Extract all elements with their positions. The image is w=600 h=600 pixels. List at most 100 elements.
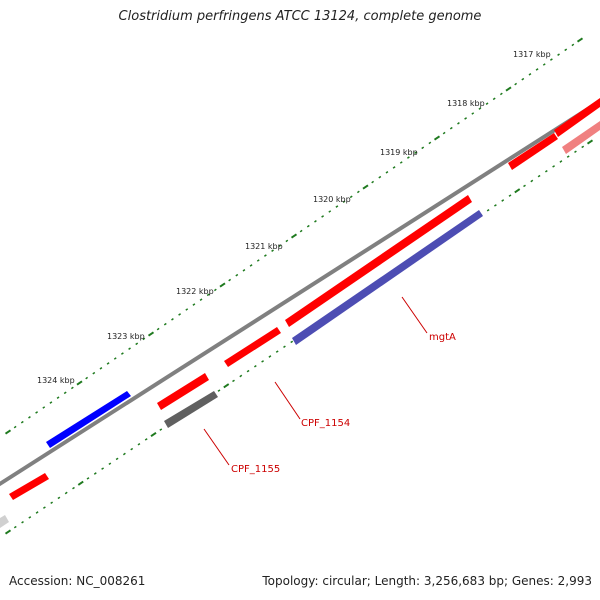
ruler-minor-tick xyxy=(63,391,67,395)
cpf-1154-leader-line xyxy=(274,381,301,420)
ruler-minor-tick xyxy=(574,150,577,154)
ruler-minor-tick xyxy=(290,340,294,344)
gene-feature[interactable] xyxy=(224,327,281,367)
ruler-minor-tick xyxy=(342,200,346,204)
genome-stats-text: Topology: circular; Length: 3,256,683 bp… xyxy=(262,574,592,588)
ruler-minor-tick xyxy=(85,376,89,380)
gene-label-cpf-1155[interactable]: CPF_1155 xyxy=(231,464,280,475)
forward-genes xyxy=(9,391,131,500)
ruler-minor-tick xyxy=(523,184,526,188)
ruler-minor-tick xyxy=(283,345,286,349)
ruler-minor-tick xyxy=(113,357,117,360)
gene-feature[interactable] xyxy=(285,195,472,327)
ruler-minor-tick xyxy=(137,442,141,446)
ruler-minor-tick xyxy=(256,259,260,262)
ruler-minor-tick xyxy=(530,179,534,183)
ruler-minor-tick xyxy=(299,229,303,233)
ruler-major-tick xyxy=(4,429,12,435)
ruler-minor-tick xyxy=(559,160,563,163)
ruler-minor-tick xyxy=(242,268,246,272)
ruler-minor-tick xyxy=(349,195,353,199)
ruler-major-tick xyxy=(150,431,157,438)
ruler-minor-tick xyxy=(42,506,46,509)
ruler-minor-tick xyxy=(356,190,360,194)
middle-genes xyxy=(0,98,600,528)
gene-feature[interactable] xyxy=(157,373,209,410)
ruler-major-tick xyxy=(219,282,226,288)
ruler-minor-tick xyxy=(321,215,325,218)
ruler-label-1320: 1320 kbp xyxy=(313,195,351,204)
ruler-minor-tick xyxy=(492,97,496,101)
mgtA-leader-line xyxy=(401,296,428,334)
ruler-label-1317: 1317 kbp xyxy=(513,50,551,59)
ruler-minor-tick xyxy=(235,273,239,277)
ruler-minor-tick xyxy=(385,170,389,174)
ruler-major-tick xyxy=(433,135,441,141)
ruler-minor-tick xyxy=(464,117,468,120)
ruler-minor-tick xyxy=(178,313,182,316)
ruler-minor-tick xyxy=(35,511,39,514)
gene-feature[interactable] xyxy=(554,98,600,137)
map-title: Clostridium perfringens ATCC 13124, comp… xyxy=(118,9,482,24)
ruler-minor-tick xyxy=(549,58,553,61)
ruler-minor-tick xyxy=(122,452,126,456)
gene-feature[interactable] xyxy=(0,515,9,528)
ruler-minor-tick xyxy=(285,239,289,243)
ruler-minor-tick xyxy=(171,317,174,321)
ruler-minor-tick xyxy=(552,165,556,168)
ruler-minor-tick xyxy=(159,428,163,431)
ruler-major-tick xyxy=(77,480,84,486)
ruler-minor-tick xyxy=(56,396,60,400)
ruler-minor-tick xyxy=(486,208,490,212)
ruler-minor-tick xyxy=(371,180,375,184)
ruler-minor-tick xyxy=(392,166,396,169)
ruler-minor-tick xyxy=(535,68,539,71)
ruler-minor-tick xyxy=(499,92,503,96)
ruler-major-tick xyxy=(147,331,155,337)
ruler-minor-tick xyxy=(35,411,39,414)
gene-label-cpf-1154[interactable]: CPF_1154 xyxy=(301,418,350,429)
ruler-minor-tick xyxy=(70,386,74,390)
ruler-minor-tick xyxy=(471,112,475,115)
ruler-label-1321: 1321 kbp xyxy=(245,242,283,251)
ruler-minor-tick xyxy=(213,288,217,292)
gene-feature[interactable] xyxy=(164,391,218,428)
ruler-minor-tick xyxy=(115,457,119,461)
gene-feature[interactable] xyxy=(508,133,558,170)
ruler-minor-tick xyxy=(13,425,17,429)
gene-feature[interactable] xyxy=(562,121,600,154)
gene-feature[interactable] xyxy=(292,210,483,345)
ruler-minor-tick xyxy=(156,327,160,331)
gene-label-mgtA[interactable]: mgtA xyxy=(429,332,456,343)
ruler-minor-tick xyxy=(501,199,505,202)
ruler-minor-tick xyxy=(28,415,31,419)
ruler-minor-tick xyxy=(564,48,568,52)
ruler-label-1324: 1324 kbp xyxy=(37,376,75,385)
gene-feature[interactable] xyxy=(46,391,131,448)
ruler-minor-tick xyxy=(20,420,24,424)
ruler-minor-tick xyxy=(13,525,17,529)
ruler-minor-tick xyxy=(49,401,53,404)
ruler-minor-tick xyxy=(428,141,432,145)
ruler-minor-tick xyxy=(485,102,489,106)
ruler-minor-tick xyxy=(314,219,317,223)
ruler-minor-tick xyxy=(544,169,548,173)
ruler-minor-tick xyxy=(557,53,560,57)
ruler-minor-tick xyxy=(101,467,105,470)
ruler-major-tick xyxy=(290,233,298,239)
ruler-minor-tick xyxy=(271,249,274,253)
ruler-minor-tick xyxy=(457,121,460,125)
ruler-minor-tick xyxy=(263,254,267,257)
ruler-minor-tick xyxy=(128,347,131,351)
outer-ruler-ticks xyxy=(4,37,584,435)
ruler-minor-tick xyxy=(108,462,112,466)
accession-text: Accession: NC_008261 xyxy=(9,574,146,588)
ruler-minor-tick xyxy=(478,107,482,110)
ruler-minor-tick xyxy=(135,342,139,346)
ruler-minor-tick xyxy=(42,406,46,409)
ruler-minor-tick xyxy=(537,174,541,178)
ruler-label-1319: 1319 kbp xyxy=(380,148,418,157)
gene-feature[interactable] xyxy=(9,473,49,500)
ruler-minor-tick xyxy=(253,364,257,368)
